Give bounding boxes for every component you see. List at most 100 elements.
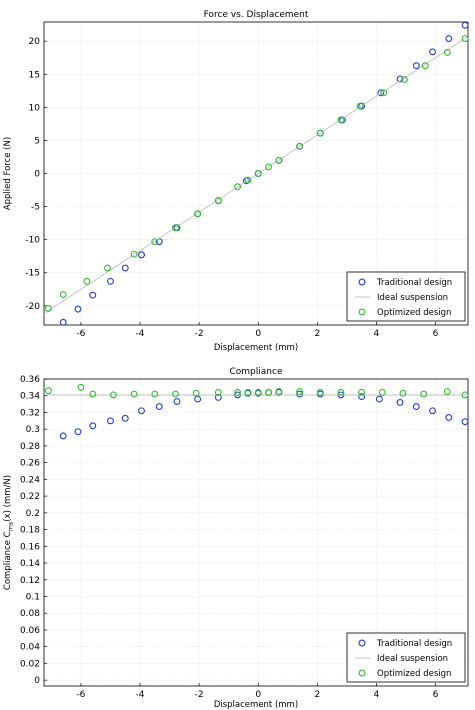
traditional-design-point (155, 403, 163, 411)
traditional-design-point (358, 393, 366, 401)
y-tick-label: 0.18 (20, 526, 40, 536)
traditional-design-point (121, 264, 129, 272)
optimized-design-point (421, 62, 429, 70)
traditional-design-point (429, 48, 436, 56)
optimized-design-point (443, 48, 451, 56)
legend-entry: Optimized design (377, 308, 451, 318)
traditional-design-point (296, 390, 304, 398)
x-tick-label: 2 (314, 329, 320, 339)
plot-frame (43, 378, 469, 687)
y-tick-label: 0.1 (26, 592, 40, 602)
x-tick-label: 4 (374, 329, 380, 339)
optimized-design-point (420, 390, 428, 398)
y-tick-label: 0.36 (20, 375, 40, 385)
traditional-design-point (173, 398, 181, 406)
traditional-design-point (89, 291, 97, 299)
force-vs-displacement-chart: Force vs. Displacement-6 -4 -2 0 2 4 6-20-15-1… (3, 10, 469, 353)
optimized-design-point (337, 116, 345, 124)
y-tick-label: -10 (25, 236, 40, 246)
traditional-design-point (412, 62, 420, 70)
optimized-design-point (77, 383, 85, 391)
y-tick-label: 0.04 (20, 643, 40, 653)
x-axis-label: Displacement (mm) (214, 700, 298, 710)
x-tick-label: -2 (195, 329, 204, 339)
optimized-design-point (275, 388, 283, 395)
optimized-design-point (265, 163, 273, 171)
y-tick-label: 15 (29, 70, 40, 80)
traditional-design-point (121, 414, 129, 422)
x-tick-label: 2 (314, 690, 320, 700)
traditional-design-point (107, 277, 114, 285)
optimized-design-point (44, 305, 52, 312)
optimized-design-point (130, 390, 138, 398)
optimized-design-point (275, 156, 283, 164)
y-tick-label: 0.28 (20, 442, 40, 452)
optimized-design-point (244, 176, 252, 184)
x-tick-label: 0 (255, 690, 261, 700)
x-tick-label: 6 (433, 690, 439, 700)
traditional-design-point (107, 417, 114, 425)
optimized-design-point (244, 388, 252, 396)
traditional-design-point (89, 422, 97, 430)
y-axis-label: Applied Force (N) (3, 137, 13, 210)
optimized-design-point (296, 388, 304, 395)
x-tick-label: 4 (374, 690, 380, 700)
y-tick-label: 0 (34, 170, 40, 180)
traditional-design-point (412, 403, 420, 411)
optimized-design-point (234, 183, 241, 191)
traditional-design-point (461, 21, 469, 29)
optimized-design-point (214, 388, 222, 396)
traditional-design-point (138, 251, 145, 259)
optimized-design-point (254, 388, 262, 396)
optimized-design-point (356, 102, 364, 110)
traditional-design-point (155, 238, 163, 246)
y-tick-label: 0.3 (26, 425, 40, 435)
optimized-design-point (234, 388, 241, 396)
optimized-design-point (296, 142, 304, 150)
traditional-design-point (396, 398, 404, 406)
optimized-design-point (194, 210, 202, 218)
y-tick-label: 0 (34, 676, 40, 686)
optimized-design-point (254, 170, 262, 177)
optimized-design-point (89, 390, 97, 398)
optimized-design-point (172, 224, 179, 232)
traditional-design-point (429, 407, 436, 415)
y-axis-label-main: Compliance C (3, 531, 13, 590)
traditional-design-point (375, 395, 383, 403)
y-tick-label: -20 (25, 302, 40, 312)
traditional-design-point (74, 305, 82, 313)
optimized-design-point (461, 391, 469, 399)
x-tick-label: -2 (195, 690, 204, 700)
x-tick-label: -6 (76, 329, 85, 339)
y-tick-label: 20 (29, 37, 41, 47)
y-axis-label-subscript: ms (7, 521, 15, 531)
legend-entry: Traditional design (376, 639, 452, 649)
y-tick-label: 0.16 (20, 542, 40, 552)
optimized-design-point (104, 264, 111, 272)
y-tick-label: 0.2 (26, 509, 40, 519)
x-tick-label: -6 (76, 690, 85, 700)
optimized-design-point (380, 89, 388, 97)
legend-entry: Traditional design (376, 278, 452, 288)
legend-entry: Optimized design (377, 669, 451, 679)
legend-marker-swatch (358, 278, 366, 286)
y-tick-label: 0.12 (20, 576, 40, 586)
legend-box (346, 271, 466, 322)
y-tick-label: 0.14 (20, 559, 40, 569)
optimized-design-point (109, 391, 117, 399)
optimized-design-point (461, 35, 469, 42)
traditional-design-point (445, 414, 453, 421)
optimized-design-point (151, 390, 159, 398)
x-tick-label: -4 (136, 690, 145, 700)
x-tick-label: -4 (136, 329, 145, 339)
legend-entry: Ideal suspension (377, 293, 448, 303)
legend-entry: Ideal suspension (377, 654, 448, 664)
chart-title: Force vs. Displacement (204, 10, 309, 20)
optimized-design-point (443, 388, 451, 395)
optimized-design-point (151, 238, 159, 246)
compliance-chart: Compliance -6 -4 -2 0 2 4 6 0 0.02 0.04 0.06 0.08 0.1… (3, 367, 469, 710)
traditional-design-point (59, 432, 67, 440)
optimized-design-point (214, 197, 222, 205)
y-axis-label: Compliance Cms(x) (mm/N) (3, 475, 15, 590)
y-tick-label: 0.32 (20, 408, 40, 418)
